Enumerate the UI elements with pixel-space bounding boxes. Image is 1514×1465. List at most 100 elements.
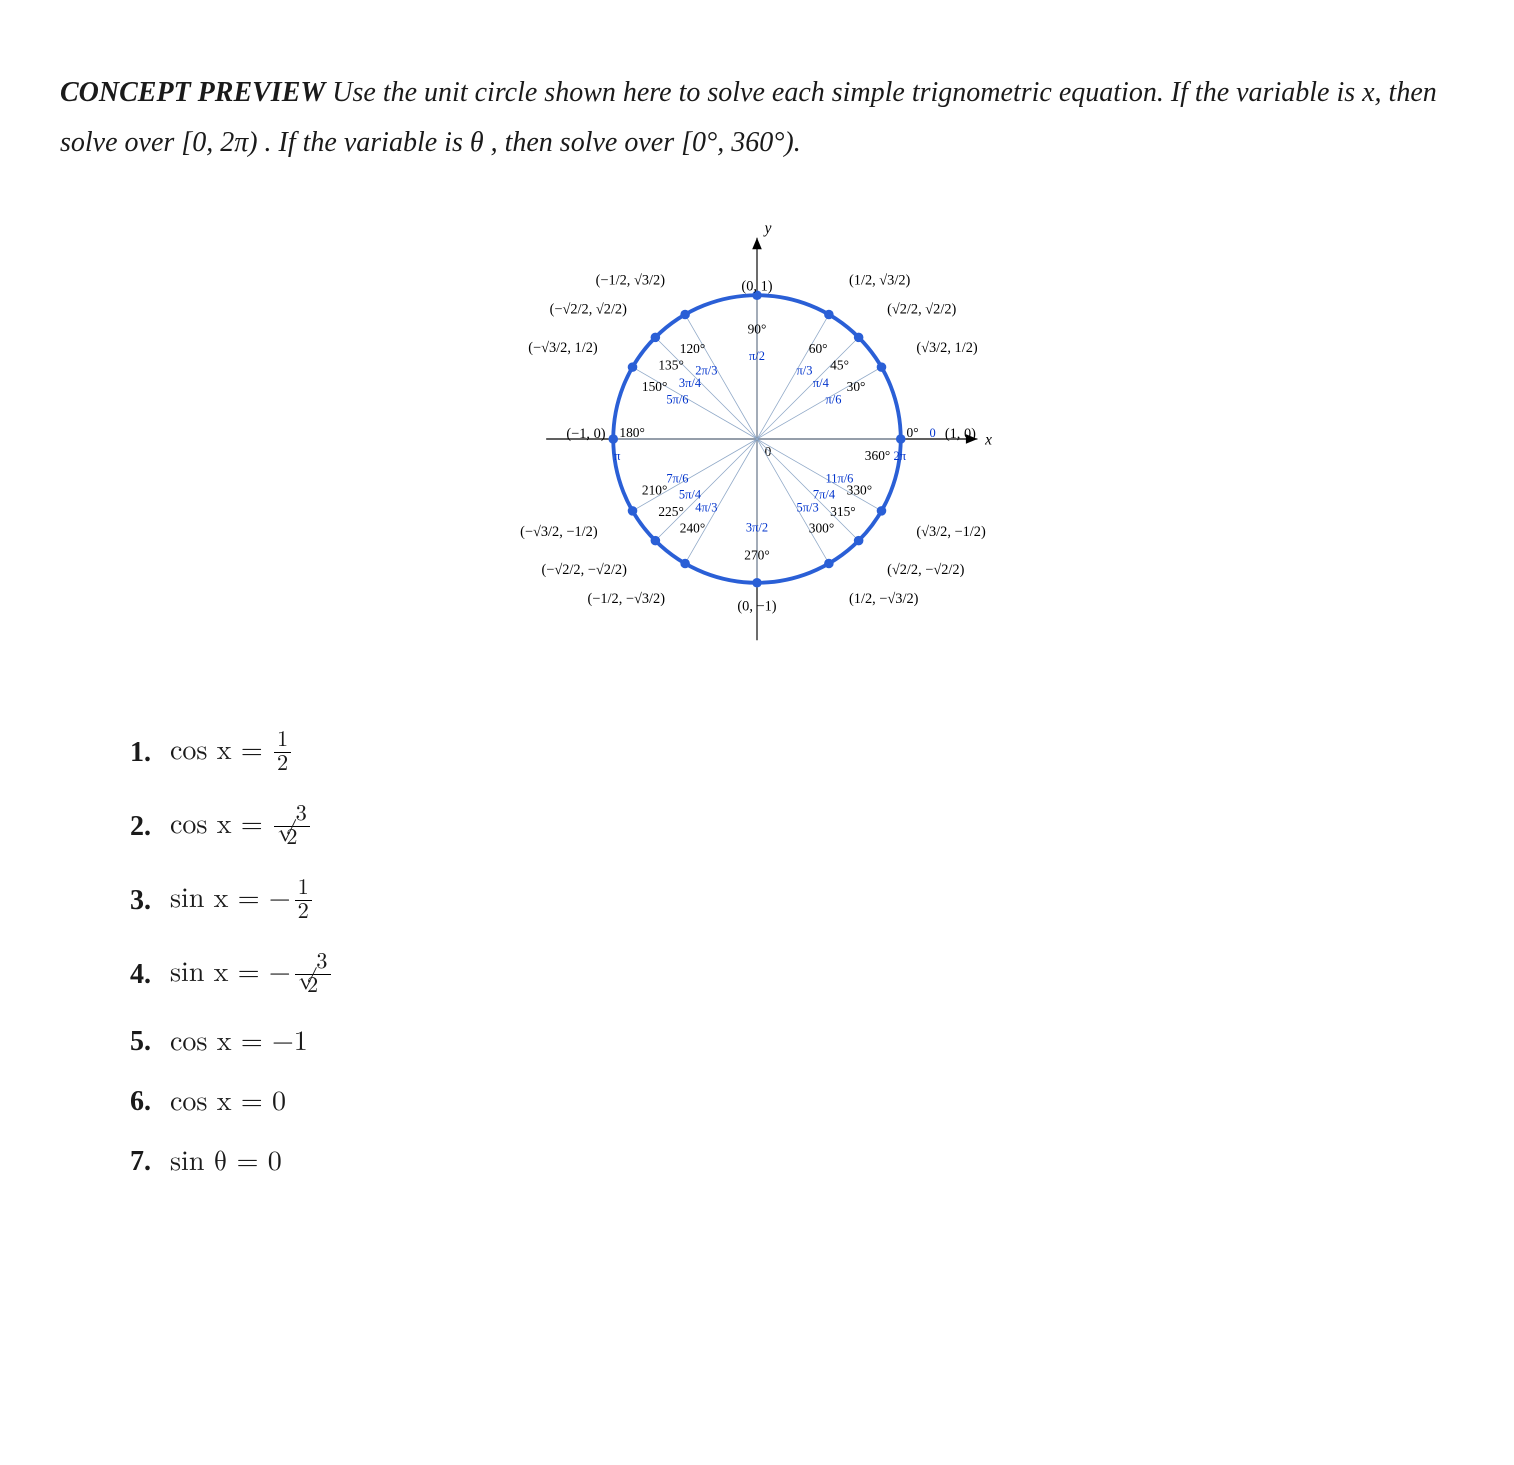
problem-item: 1.cos x = 12 bbox=[130, 729, 1454, 777]
radian-label: π/3 bbox=[797, 363, 813, 377]
coordinate-label: (√3/2, −1/2) bbox=[916, 524, 986, 540]
fraction-numerator: √3 bbox=[295, 951, 331, 976]
degree-label: 45° bbox=[830, 357, 849, 372]
radian-label: 7π/4 bbox=[813, 488, 836, 502]
problem-list: 1.cos x = 122.cos x = √323.sin x = −124.… bbox=[60, 729, 1454, 1179]
degree-label: 360° bbox=[865, 448, 890, 463]
problem-equation: cos x = 0 bbox=[170, 1085, 286, 1119]
angle-point bbox=[896, 434, 906, 444]
degree-label: 300° bbox=[809, 520, 834, 535]
radian-label: 7π/6 bbox=[666, 471, 688, 485]
equation-lhs: cos x bbox=[170, 1028, 232, 1056]
equation-lhs: sin x bbox=[170, 959, 228, 987]
coordinate-label: (1/2, √3/2) bbox=[849, 272, 911, 288]
problem-item: 4.sin x = −√32 bbox=[130, 951, 1454, 999]
unit-circle-diagram: xy00°0(1, 0)30°π/6(√3/2, 1/2)45°π/4(√2/2… bbox=[477, 209, 1037, 669]
equals-sign: = bbox=[228, 885, 268, 913]
problem-equation: cos x = 12 bbox=[170, 729, 293, 777]
coordinate-label: (−1/2, −√3/2) bbox=[587, 591, 665, 607]
angle-point bbox=[651, 332, 661, 342]
intro-lead: CONCEPT PREVIEW bbox=[60, 77, 325, 108]
problem-item: 3.sin x = −12 bbox=[130, 877, 1454, 925]
problem-equation: cos x = −1 bbox=[170, 1025, 308, 1059]
coordinate-label: (−√2/2, −√2/2) bbox=[542, 562, 628, 578]
problem-item: 6.cos x = 0 bbox=[130, 1085, 1454, 1119]
radial-line bbox=[655, 439, 757, 541]
coordinate-label: (−1, 0) bbox=[566, 426, 605, 442]
angle-point bbox=[824, 558, 834, 568]
radian-label: 0 bbox=[930, 426, 936, 440]
degree-label: 270° bbox=[744, 548, 769, 563]
equation-rhs-fraction: √32 bbox=[295, 951, 331, 999]
coordinate-label: (0, 1) bbox=[741, 278, 772, 294]
fraction-denominator: 2 bbox=[295, 975, 331, 999]
radian-label: 5π/6 bbox=[666, 392, 688, 406]
angle-point bbox=[854, 332, 864, 342]
problem-equation: sin x = −√32 bbox=[170, 951, 333, 999]
degree-label: 210° bbox=[642, 482, 667, 497]
equals-sign: = bbox=[232, 1088, 272, 1116]
degree-label: 120° bbox=[680, 341, 705, 356]
degree-label: 240° bbox=[680, 520, 705, 535]
coordinate-label: (−√3/2, −1/2) bbox=[520, 524, 598, 540]
problem-number: 1. bbox=[130, 737, 164, 769]
equation-rhs: 0 bbox=[272, 1088, 286, 1116]
radian-label: 3π/4 bbox=[679, 376, 702, 390]
problem-number: 4. bbox=[130, 959, 164, 991]
intro-interval-x: [0, 2π) bbox=[181, 127, 257, 158]
problem-number: 2. bbox=[130, 811, 164, 843]
problem-item: 2.cos x = √32 bbox=[130, 803, 1454, 851]
coordinate-label: (1/2, −√3/2) bbox=[849, 591, 919, 607]
fraction-denominator: 2 bbox=[274, 827, 310, 851]
coordinate-label: (−1/2, √3/2) bbox=[596, 272, 666, 288]
problem-number: 3. bbox=[130, 885, 164, 917]
degree-label: 30° bbox=[847, 379, 866, 394]
y-axis-arrow bbox=[752, 238, 762, 250]
equation-rhs-fraction: √32 bbox=[274, 803, 310, 851]
radian-label: 3π/2 bbox=[746, 520, 768, 534]
degree-label: 90° bbox=[748, 321, 767, 336]
degree-label: 180° bbox=[619, 425, 644, 440]
radian-label: π bbox=[614, 449, 621, 463]
radian-label: π/6 bbox=[825, 392, 841, 406]
degree-label: 60° bbox=[809, 341, 828, 356]
degree-label: 225° bbox=[658, 504, 683, 519]
negative-sign: − bbox=[269, 885, 291, 913]
coordinate-label: (√3/2, 1/2) bbox=[916, 340, 978, 356]
fraction-denominator: 2 bbox=[295, 901, 312, 925]
coordinate-label: (√2/2, √2/2) bbox=[887, 301, 956, 317]
equation-lhs: cos x bbox=[170, 811, 232, 839]
angle-point bbox=[752, 578, 762, 588]
angle-point bbox=[877, 506, 887, 516]
degree-label: 135° bbox=[658, 357, 683, 372]
equation-rhs-fraction: 12 bbox=[274, 729, 291, 777]
equation-lhs: sin x bbox=[170, 885, 228, 913]
angle-point bbox=[877, 362, 887, 372]
figure-container: xy00°0(1, 0)30°π/6(√3/2, 1/2)45°π/4(√2/2… bbox=[60, 209, 1454, 669]
equation-rhs: 0 bbox=[268, 1148, 282, 1176]
problem-item: 5.cos x = −1 bbox=[130, 1025, 1454, 1059]
problem-equation: sin x = −12 bbox=[170, 877, 314, 925]
equation-lhs: cos x bbox=[170, 1088, 232, 1116]
intro-body-2: . If the variable is θ , then solve over bbox=[258, 127, 682, 158]
coordinate-label: (−√2/2, √2/2) bbox=[550, 301, 628, 317]
angle-point bbox=[608, 434, 618, 444]
fraction-denominator: 2 bbox=[274, 753, 291, 777]
intro-interval-theta: [0°, 360°) bbox=[681, 127, 794, 158]
equals-sign: = bbox=[232, 737, 272, 765]
degree-label: 0° bbox=[907, 425, 919, 440]
angle-point bbox=[628, 362, 638, 372]
equals-sign: = bbox=[227, 1148, 267, 1176]
coordinate-label: (0, −1) bbox=[737, 598, 776, 614]
equation-rhs-fraction: 12 bbox=[295, 877, 312, 925]
angle-point bbox=[680, 558, 690, 568]
fraction-numerator: √3 bbox=[274, 803, 310, 828]
radian-label: 11π/6 bbox=[825, 471, 853, 485]
fraction-numerator: 1 bbox=[274, 729, 291, 754]
x-axis-label: x bbox=[984, 432, 992, 449]
negative-sign: − bbox=[269, 959, 291, 987]
radian-label: 2π bbox=[894, 449, 907, 463]
coordinate-label: (√2/2, −√2/2) bbox=[887, 562, 965, 578]
problem-number: 5. bbox=[130, 1026, 164, 1058]
equals-sign: = bbox=[228, 959, 268, 987]
